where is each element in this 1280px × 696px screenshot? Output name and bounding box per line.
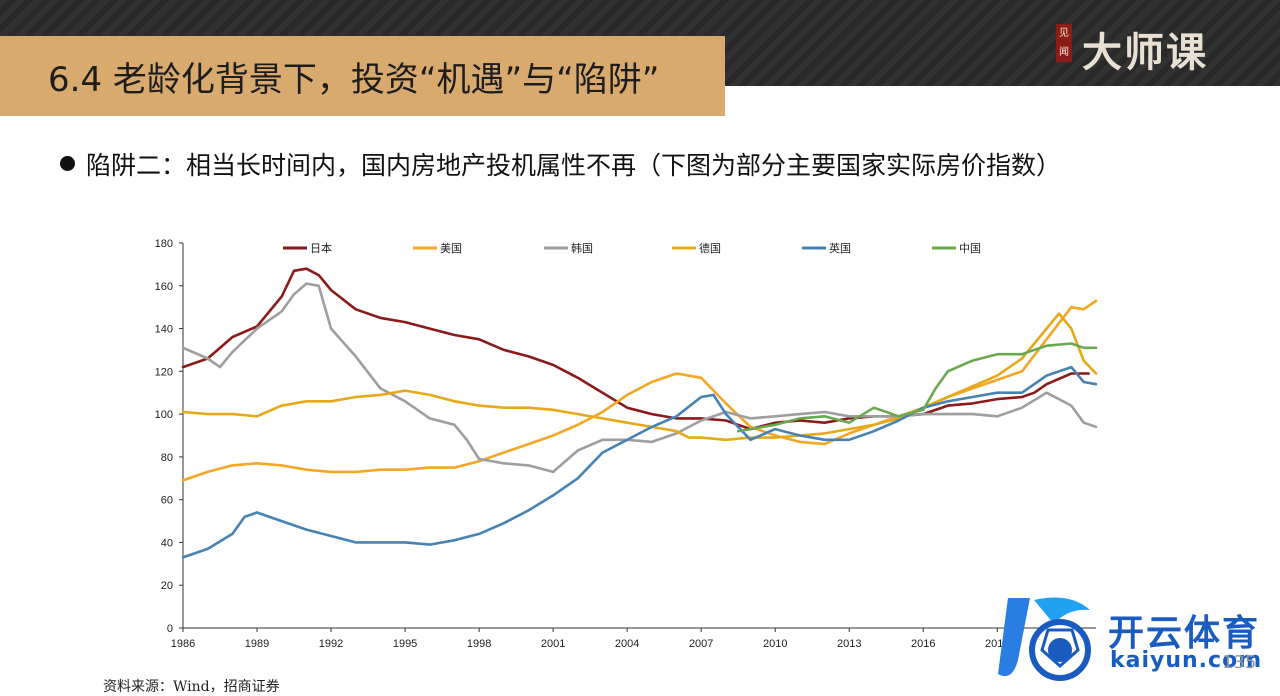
series-line-3 (181, 282, 1098, 474)
y-tick-label: 0 (167, 623, 173, 635)
series-line-6 (736, 342, 1098, 433)
y-tick-label: 80 (161, 452, 173, 464)
source-note: 资料来源：Wind，招商证券 (103, 679, 280, 695)
series-line-5 (181, 365, 1098, 559)
legend-label: 日本 (310, 241, 332, 255)
watermark-name: 开云体育 (1108, 613, 1261, 654)
y-tick-label: 160 (155, 281, 173, 293)
brand-name: 大师课 (1082, 29, 1208, 76)
x-tick-label: 2013 (837, 638, 861, 650)
watermark-logo-icon (998, 597, 1091, 681)
series-line-2 (181, 299, 1098, 482)
x-tick-label: 2007 (689, 638, 713, 650)
brand-seal: 见闻 (1056, 24, 1072, 62)
y-tick-label: 20 (161, 580, 173, 592)
x-tick-label: 2010 (763, 638, 787, 650)
y-tick-label: 40 (161, 537, 173, 549)
y-tick-label: 140 (155, 324, 173, 336)
slide-title: 6.4 老龄化背景下，投资“机遇”与“陷阱” (48, 60, 660, 100)
series-line-1 (181, 267, 1090, 431)
legend-label: 中国 (959, 242, 981, 255)
y-tick-label: 100 (155, 409, 173, 421)
bullet-text: 陷阱二：相当长时间内，国内房地产投机属性不再（下图为部分主要国家实际房价指数） (86, 151, 1062, 180)
x-tick-label: 1995 (393, 638, 417, 650)
x-tick-label: 2004 (615, 638, 639, 650)
brand-logo: 见闻 大师课 (1056, 20, 1216, 76)
y-tick-label: 60 (161, 495, 173, 507)
x-tick-label: 2016 (911, 638, 935, 650)
x-tick-label: 1998 (467, 638, 491, 650)
y-tick-label: 120 (155, 366, 173, 378)
y-tick-label: 180 (155, 238, 173, 250)
x-tick-label: 2001 (541, 638, 565, 650)
x-tick-label: 1986 (171, 638, 195, 650)
bullet-icon (60, 156, 75, 171)
legend-label: 英国 (829, 241, 851, 255)
x-tick-label: 1992 (319, 638, 343, 650)
legend-label: 美国 (440, 242, 462, 255)
watermark-domain: kaiyun.com (1110, 648, 1263, 673)
title-box (0, 36, 725, 116)
series-line-4 (181, 312, 1098, 442)
page-number: 135 (1222, 652, 1257, 673)
legend-label: 德国 (699, 241, 721, 255)
legend-label: 韩国 (571, 241, 593, 255)
x-tick-label: 1989 (245, 638, 269, 650)
